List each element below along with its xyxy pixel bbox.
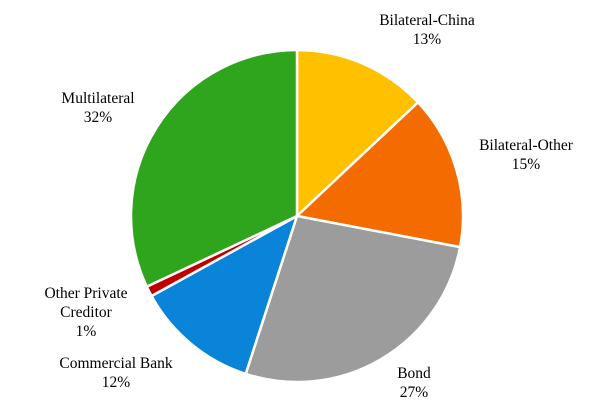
data-label-bilateral-other: Bilateral-Other 15%	[479, 137, 574, 173]
data-label-bond: Bond 27%	[397, 365, 431, 401]
data-label-commercial-bank: Commercial Bank 12%	[59, 355, 172, 391]
pie-slice-bilateral-other	[295, 101, 465, 249]
data-label-multilateral: Multilateral 32%	[61, 90, 134, 126]
pie-slice-bilateral-china	[295, 48, 420, 218]
pie-slice-commercial-bank	[150, 214, 299, 376]
data-label-bilateral-china: Bilateral-China 13%	[379, 12, 475, 48]
data-label-other-private-creditor: Other Private Creditor 1%	[44, 285, 127, 340]
pie-slice-bond	[244, 214, 462, 384]
pie-slice-multilateral	[129, 48, 299, 288]
